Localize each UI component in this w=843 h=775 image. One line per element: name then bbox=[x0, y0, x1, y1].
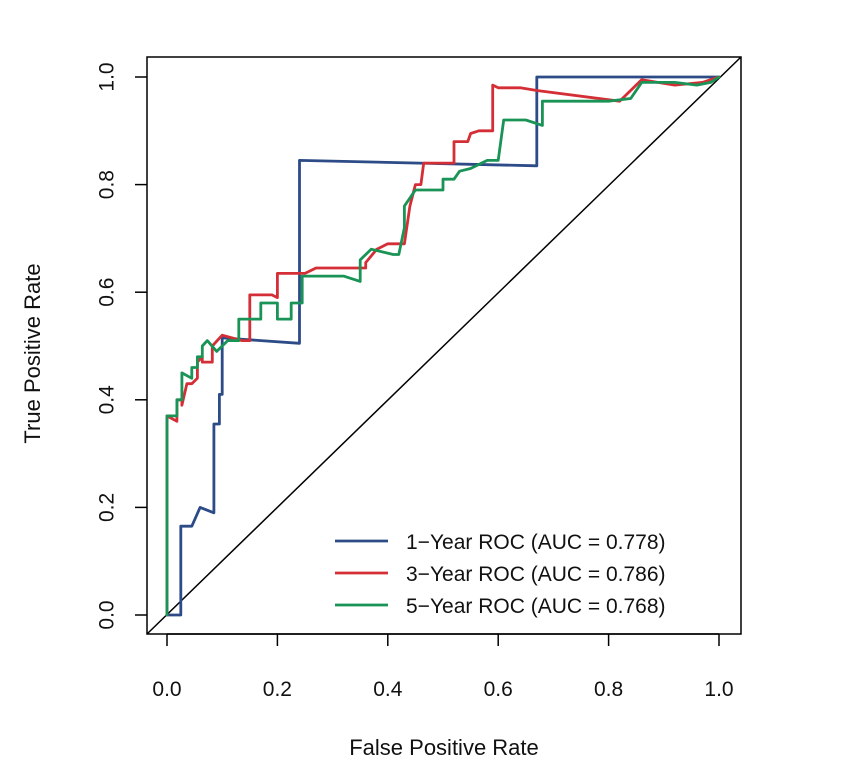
legend-label: 3−Year ROC (AUC = 0.786) bbox=[406, 563, 666, 586]
x-tick-label: 0.4 bbox=[373, 678, 403, 701]
diagonal-reference-line bbox=[146, 56, 742, 635]
legend: 1−Year ROC (AUC = 0.778) 3−Year ROC (AUC … bbox=[335, 531, 666, 618]
roc-curve-3 bbox=[165, 75, 721, 617]
x-tick-label: 0.6 bbox=[484, 678, 513, 701]
y-tick-label: 0.8 bbox=[95, 170, 118, 199]
y-axis: 0.0 0.2 0.4 0.6 0.8 1.0 bbox=[95, 62, 147, 630]
diagonal-reference-layer bbox=[146, 56, 742, 635]
x-axis-title: False Positive Rate bbox=[349, 735, 539, 760]
y-axis-title: True Positive Rate bbox=[20, 263, 45, 443]
roc-curves-layer bbox=[165, 75, 721, 617]
legend-label: 5−Year ROC (AUC = 0.768) bbox=[406, 595, 666, 618]
y-tick-label: 0.2 bbox=[95, 493, 118, 522]
y-tick-label: 0.0 bbox=[95, 600, 118, 629]
y-tick-label: 0.6 bbox=[95, 278, 118, 307]
legend-label: 1−Year ROC (AUC = 0.778) bbox=[406, 531, 666, 554]
x-axis: 0.0 0.2 0.4 0.6 0.8 1.0 bbox=[152, 633, 734, 701]
y-tick-label: 0.4 bbox=[95, 385, 118, 415]
x-tick-label: 0.8 bbox=[594, 678, 623, 701]
roc-curve-2 bbox=[165, 75, 721, 617]
roc-curve-1 bbox=[165, 75, 721, 617]
x-tick-label: 1.0 bbox=[704, 678, 733, 701]
y-tick-label: 1.0 bbox=[95, 62, 118, 91]
x-tick-label: 0.2 bbox=[263, 678, 292, 701]
x-tick-label: 0.0 bbox=[152, 678, 181, 701]
